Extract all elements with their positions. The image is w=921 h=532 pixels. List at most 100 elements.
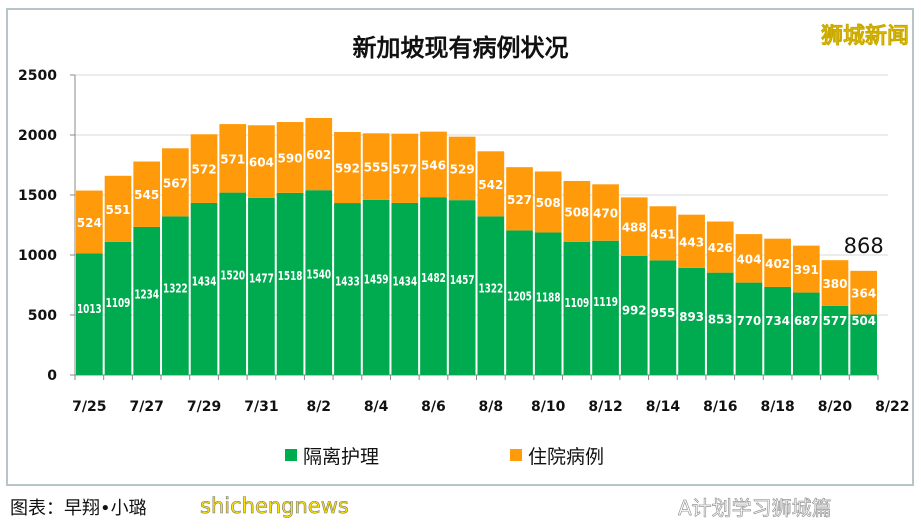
- x-tick-label: 7/31: [244, 399, 278, 415]
- bar-isolation: [764, 286, 791, 375]
- y-tick-label: 0: [47, 368, 57, 384]
- data-label-isolation: 1013: [77, 302, 102, 316]
- x-tick-label: 8/18: [760, 399, 794, 415]
- data-label-hospitalised: 555: [364, 161, 389, 175]
- data-label-hospitalised: 404: [736, 252, 761, 266]
- x-tick-label: 8/10: [531, 399, 566, 415]
- data-label-hospitalised: 602: [306, 148, 331, 162]
- bar-isolation: [133, 226, 161, 375]
- x-tick-label: 8/20: [818, 399, 853, 415]
- y-tick-label: 2500: [18, 68, 57, 84]
- x-tick-label: 8/2: [306, 399, 331, 415]
- bar-isolation: [735, 282, 763, 375]
- bar-isolation: [506, 230, 533, 375]
- data-label-hospitalised: 402: [765, 257, 790, 271]
- legend-label: 隔离护理: [303, 446, 379, 468]
- legend-swatch: [285, 449, 297, 461]
- data-label-isolation: 1540: [306, 267, 331, 281]
- bar-isolation: [821, 305, 849, 375]
- bar-isolation: [448, 200, 476, 375]
- bar-isolation: [76, 253, 103, 375]
- bar-hospitalised: [764, 238, 791, 287]
- bar-hospitalised: [76, 190, 103, 254]
- x-tick-label: 8/22: [875, 399, 909, 415]
- bar-hospitalised: [850, 270, 877, 315]
- x-tick-label: 8/12: [588, 399, 622, 415]
- bar-hospitalised: [219, 124, 247, 193]
- x-tick-label: 7/29: [187, 399, 221, 415]
- bar-hospitalised: [190, 134, 218, 203]
- legend-label: 住院病例: [528, 446, 604, 468]
- data-label-hospitalised: 426: [708, 241, 733, 255]
- data-label-hospitalised: 508: [564, 205, 589, 219]
- bar-hospitalised: [506, 167, 533, 231]
- bar-isolation: [850, 314, 877, 375]
- bar-isolation: [362, 199, 390, 375]
- data-label-isolation: 1109: [565, 296, 590, 310]
- bar-isolation: [534, 232, 562, 375]
- data-label-hospitalised: 364: [851, 287, 876, 301]
- data-label-hospitalised: 545: [134, 188, 159, 202]
- data-label-isolation: 893: [679, 310, 704, 324]
- bar-hospitalised: [248, 125, 275, 198]
- bar-isolation: [649, 260, 677, 375]
- data-label-hospitalised: 443: [679, 235, 704, 249]
- overlay-watermark: shichengnews: [200, 494, 349, 519]
- data-label-hospitalised: 451: [650, 227, 675, 241]
- data-label-hospitalised: 590: [278, 151, 303, 165]
- bar-hospitalised: [620, 197, 648, 256]
- bar-isolation: [678, 267, 705, 375]
- data-label-isolation: 687: [794, 314, 819, 328]
- data-label-isolation: 770: [737, 314, 762, 328]
- bar-isolation: [620, 255, 648, 375]
- bar-hospitalised: [678, 214, 705, 268]
- data-label-hospitalised: 391: [794, 263, 819, 277]
- data-label-hospitalised: 567: [163, 176, 188, 190]
- bar-hospitalised: [362, 133, 390, 200]
- bar-hospitalised: [792, 245, 820, 293]
- y-tick-label: 2000: [18, 128, 57, 144]
- bar-isolation: [592, 240, 619, 375]
- bar-hospitalised: [162, 148, 189, 217]
- data-label-isolation: 1518: [278, 269, 303, 283]
- bar-isolation: [162, 216, 189, 375]
- legend-swatch: [510, 449, 522, 461]
- bar-hospitalised: [391, 133, 419, 203]
- x-tick-label: 8/8: [479, 399, 504, 415]
- data-label-hospitalised: 470: [593, 207, 618, 221]
- bar-hospitalised: [276, 122, 304, 193]
- data-label-hospitalised: 527: [507, 193, 532, 207]
- data-label-isolation: 1433: [335, 274, 360, 288]
- x-tick-label: 7/25: [72, 399, 106, 415]
- bar-hospitalised: [420, 131, 447, 198]
- data-label-hospitalised: 571: [220, 152, 245, 166]
- bar-hospitalised: [448, 136, 476, 201]
- bar-hospitalised: [477, 151, 505, 217]
- data-label-isolation: 734: [765, 314, 790, 328]
- data-label-hospitalised: 546: [421, 158, 446, 172]
- data-label-isolation: 1109: [106, 296, 131, 310]
- data-label-isolation: 1188: [536, 291, 561, 305]
- bar-isolation: [420, 197, 447, 375]
- data-label-hospitalised: 577: [392, 162, 417, 176]
- bar-hospitalised: [821, 260, 849, 306]
- bar-isolation: [391, 202, 419, 375]
- bar-hospitalised: [592, 184, 619, 241]
- data-label-isolation: 1459: [364, 273, 389, 287]
- x-tick-label: 8/6: [421, 399, 446, 415]
- x-tick-label: 8/16: [703, 399, 737, 415]
- data-label-hospitalised: 542: [478, 178, 503, 192]
- data-label-isolation: 1520: [220, 269, 245, 283]
- data-label-hospitalised: 551: [105, 203, 130, 217]
- data-label-isolation: 1482: [421, 271, 446, 285]
- data-label-isolation: 504: [851, 314, 876, 328]
- bar-isolation: [104, 241, 132, 375]
- data-label-hospitalised: 572: [192, 163, 217, 177]
- data-label-isolation: 577: [823, 314, 848, 328]
- total-annotation: 868: [844, 234, 884, 258]
- data-label-isolation: 1477: [249, 272, 274, 286]
- caption: 图表：早翔•小璐: [10, 498, 147, 519]
- data-label-isolation: 1457: [450, 273, 475, 287]
- bar-isolation: [305, 190, 333, 375]
